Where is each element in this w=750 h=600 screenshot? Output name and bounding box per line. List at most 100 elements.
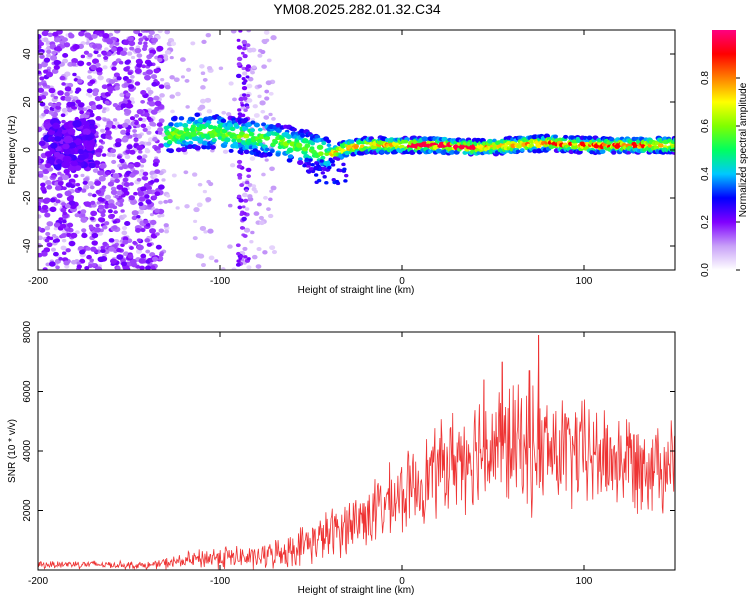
spectrogram-cell <box>41 204 49 211</box>
spectrogram-cell <box>90 246 97 252</box>
spectrogram-cell <box>120 209 125 213</box>
spectrogram-cell <box>338 168 343 173</box>
spectrogram-cell <box>242 117 249 122</box>
colorbar-tick-label: 0.2 <box>700 215 711 229</box>
spectrogram-cell <box>147 34 153 39</box>
spectrogram-cell <box>259 100 266 106</box>
spectrogram-cell <box>184 78 190 83</box>
spectrogram-cell <box>672 137 675 143</box>
spectrogram-cell <box>140 123 147 129</box>
spectrogram-cell <box>121 164 129 170</box>
spectrogram-cell <box>102 33 110 39</box>
spectrogram-cell <box>250 120 256 125</box>
spectrogram-cell <box>168 122 174 127</box>
spectrogram-cell <box>44 238 50 243</box>
spectrogram-cell <box>44 163 52 169</box>
spectrogram-cell <box>147 137 154 142</box>
spectrogram-cell <box>77 148 85 155</box>
spectrogram-cell <box>495 140 501 146</box>
spectrogram-cell <box>137 190 145 197</box>
spectrogram-cell <box>123 66 130 72</box>
spectrogram-cell <box>104 47 109 51</box>
spectrogram-cell <box>116 254 124 260</box>
spectrogram-cell <box>246 98 253 103</box>
spectrogram-cell <box>189 126 196 132</box>
spectrogram-cell <box>86 61 92 66</box>
spectrogram-cell <box>147 89 154 95</box>
spectrogram-cell <box>38 87 45 93</box>
spectrogram-cell <box>97 256 105 263</box>
spectrogram-cell <box>231 267 237 270</box>
spectrogram-cell <box>320 171 326 175</box>
spectrogram-cell <box>89 119 96 125</box>
spectrogram-cell <box>328 157 333 162</box>
spectrogram-cell <box>369 136 374 141</box>
snr-ylabel: SNR (10 * v/v) <box>7 419 18 483</box>
spectrogram-cell <box>153 79 158 83</box>
spectrogram-cell <box>61 161 71 169</box>
spectrogram-cell <box>260 109 266 114</box>
spectrogram-cell <box>61 219 67 224</box>
spectrogram-cell <box>38 82 43 86</box>
spectrogram-cell <box>136 144 144 151</box>
spectrogram-cell <box>264 147 270 152</box>
spectrogram-cell <box>38 243 42 248</box>
spectrogram-cell <box>43 30 50 33</box>
spectrogram-cell <box>38 140 46 147</box>
spectrogram-cell <box>253 211 260 216</box>
spectrogram-cell <box>89 185 95 190</box>
spectrogram-cell <box>251 65 257 69</box>
spectrogram-cell <box>114 121 120 126</box>
spectrogram-cell <box>92 44 98 49</box>
spectrogram-cell <box>344 150 350 156</box>
spectrogram-cell <box>138 258 146 264</box>
spectrogram-cell <box>101 185 107 190</box>
spectrogram-cell <box>132 129 138 133</box>
spectrogram-cell <box>255 264 262 269</box>
spectrogram-cell <box>243 227 251 233</box>
spectrogram-cell <box>85 144 95 152</box>
spectrogram-cell <box>249 156 256 161</box>
spectrogram-cell <box>76 261 82 266</box>
snr-panel: -200 -100 0 100 2000 4000 6000 8000 Height of s… <box>7 320 676 596</box>
spectrogram-cell <box>297 160 304 166</box>
spectrogram-cell <box>227 244 233 249</box>
spectrogram-cell <box>316 178 322 183</box>
spectrogram-cell <box>38 159 41 163</box>
spectrogram-cell <box>207 116 214 121</box>
spectrogram-cell <box>302 163 307 168</box>
spectrogram-cell <box>94 96 102 102</box>
spectrogram-cell <box>114 178 120 184</box>
spectrogram-cell <box>157 131 163 135</box>
spectrogram-cell <box>100 198 105 202</box>
spectrogram-cell <box>49 148 56 155</box>
spectrogram-cell <box>106 151 113 157</box>
spectrogram-cell <box>146 242 152 247</box>
spectrogram-cell <box>263 195 268 200</box>
spectrogram-cell <box>171 173 177 178</box>
spectrogram-cell <box>129 116 136 121</box>
spectrogram-cell <box>87 181 94 187</box>
spectrogram-cell <box>242 54 248 59</box>
spectrogram-cell <box>148 101 156 107</box>
spectrogram-cell <box>115 201 121 206</box>
spectrogram-xlabel: Height of straight line (km) <box>298 285 415 296</box>
spectrogram-cell <box>102 51 108 56</box>
spectrogram-cell <box>129 258 137 265</box>
spectrogram-cell <box>57 181 64 186</box>
spectrogram-cell <box>155 232 160 236</box>
spectrogram-cell <box>74 213 80 218</box>
spectrogram-cell <box>133 138 139 143</box>
spectrogram-cell <box>151 37 158 43</box>
spectrogram-cell <box>95 223 100 228</box>
spectrogram-cell <box>116 106 122 111</box>
spectrogram-cell <box>131 215 138 221</box>
spectrogram-cell <box>156 45 164 52</box>
spectrogram-cell <box>68 200 76 206</box>
snr-xtick-label: 0 <box>399 576 405 587</box>
spectrogram-cell <box>85 92 90 97</box>
spectrogram-cell <box>516 143 523 149</box>
spectrogram-cell <box>152 256 159 262</box>
spectrogram-cell <box>136 108 144 115</box>
snr-frame <box>37 331 676 571</box>
